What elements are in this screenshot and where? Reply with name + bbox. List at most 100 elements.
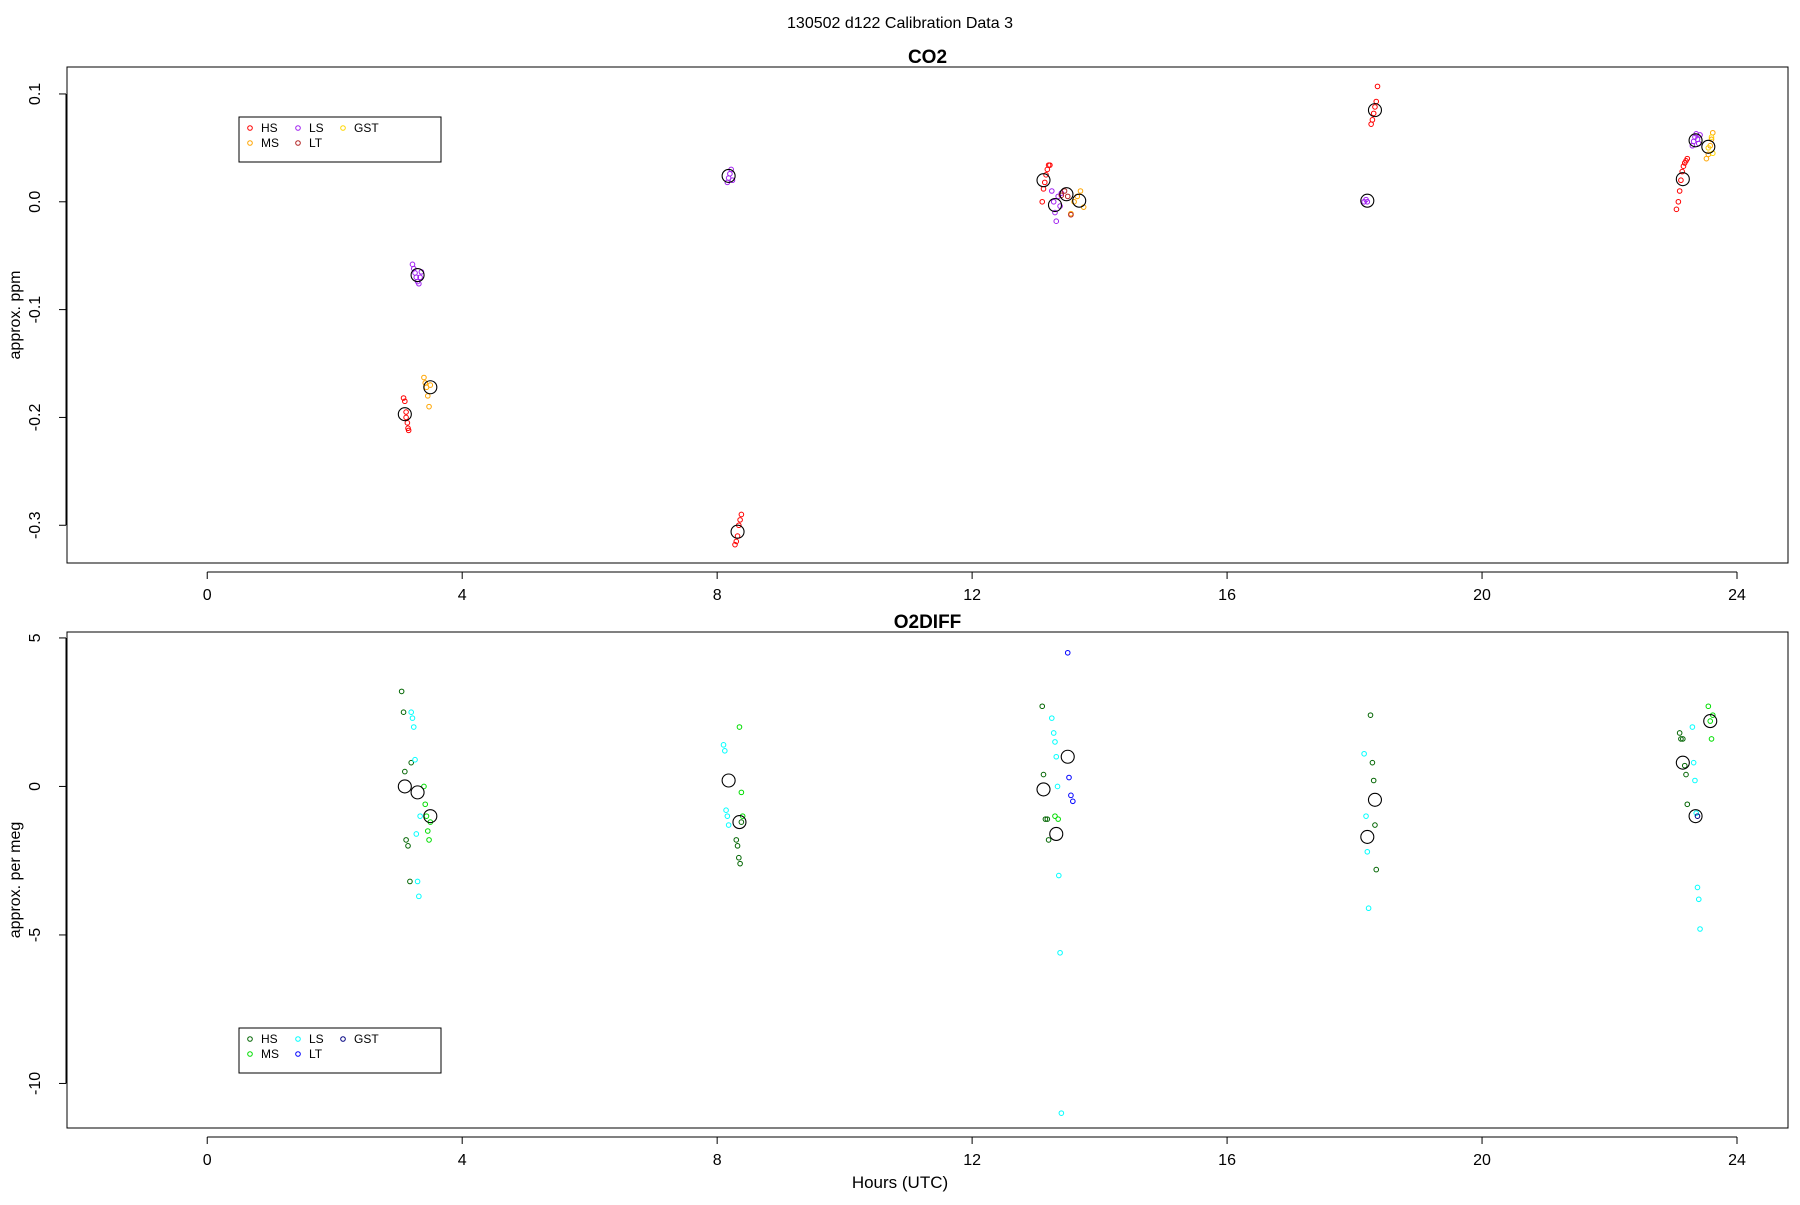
- data-point: [1064, 649, 1071, 656]
- series-hs: [398, 688, 1691, 885]
- legend-marker: [295, 125, 301, 131]
- panel-title: CO2: [908, 47, 947, 68]
- mean-marker: [1072, 193, 1087, 208]
- data-point: [1369, 117, 1376, 123]
- data-point: [1695, 896, 1702, 903]
- mean-marker: [1360, 193, 1375, 208]
- data-point: [1684, 155, 1691, 162]
- mean-marker: [397, 407, 412, 422]
- data-point: [1365, 905, 1372, 912]
- data-point: [1369, 759, 1376, 766]
- data-point: [736, 854, 742, 861]
- mean-marker: [1367, 103, 1383, 118]
- mean-marker: [1059, 187, 1074, 202]
- data-point: [1705, 703, 1712, 710]
- y-tick-label: -10: [27, 1072, 44, 1095]
- mean-marker: [732, 815, 747, 830]
- data-point: [402, 768, 408, 775]
- data-point: [417, 813, 423, 819]
- data-point: [404, 420, 411, 426]
- data-point: [398, 688, 405, 695]
- mean-marker: [1060, 749, 1075, 764]
- mean-marker: [1049, 826, 1064, 842]
- plot-frame: [66, 631, 1789, 1129]
- legend-label: LS: [309, 121, 324, 135]
- data-point: [1045, 837, 1052, 843]
- data-point: [1708, 736, 1715, 742]
- data-point: [738, 789, 745, 796]
- data-point: [1694, 884, 1701, 891]
- x-axis-label: Hours (UTC): [852, 1173, 948, 1192]
- page-title: 130502 d122 Calibration Data 3: [787, 15, 1013, 32]
- data-point: [1707, 718, 1714, 724]
- mean-marker: [1036, 782, 1051, 797]
- data-point: [1684, 801, 1691, 808]
- data-point: [403, 837, 409, 843]
- legend-label: HS: [261, 1032, 278, 1046]
- data-point: [1680, 163, 1687, 169]
- data-point: [1052, 813, 1058, 819]
- data-point: [1705, 145, 1712, 151]
- data-point: [407, 878, 413, 885]
- mean-marker: [1701, 139, 1716, 154]
- data-point: [1057, 949, 1063, 956]
- data-point: [1058, 1110, 1065, 1116]
- data-point: [1694, 813, 1701, 819]
- data-point: [421, 374, 427, 381]
- x-tick-label: 12: [963, 1152, 981, 1169]
- data-point: [1053, 753, 1060, 760]
- series-gst: [1694, 813, 1701, 819]
- x-tick-label: 20: [1473, 587, 1491, 604]
- legend-label: MS: [261, 1047, 279, 1061]
- data-point: [1054, 783, 1061, 790]
- data-point: [1372, 822, 1378, 828]
- data-point: [1077, 188, 1084, 194]
- data-point: [424, 393, 431, 399]
- data-point: [1683, 771, 1689, 778]
- data-point: [1678, 177, 1684, 184]
- data-point: [1050, 730, 1057, 736]
- mean-marker: [423, 809, 438, 824]
- data-point: [733, 538, 740, 545]
- legend-label: GST: [354, 121, 379, 135]
- data-point: [412, 756, 418, 763]
- mean-marker: [1688, 133, 1703, 148]
- data-point: [733, 837, 740, 843]
- data-point: [1039, 198, 1046, 205]
- data-point: [421, 783, 427, 790]
- data-point: [1068, 211, 1074, 218]
- y-tick-label: -0.1: [27, 296, 44, 324]
- data-point: [1697, 926, 1703, 932]
- legend-marker: [295, 1051, 301, 1057]
- panel-co2: CO2 0 4 8 12 16 20 24 -0.3 -0.2 -0.1 0.0 0.1 approx. …: [7, 47, 1789, 604]
- y-axis-label: approx. ppm: [7, 271, 24, 360]
- data-point: [736, 724, 743, 730]
- data-point: [416, 893, 422, 900]
- data-point: [1364, 848, 1371, 855]
- legend-marker: [247, 125, 253, 131]
- data-point: [1676, 188, 1683, 194]
- data-point: [1679, 168, 1685, 175]
- series-ms: [421, 703, 1716, 843]
- series-lt: [1064, 649, 1076, 805]
- legend-label: LT: [309, 1047, 323, 1061]
- y-tick-label: 5: [27, 633, 44, 642]
- data-point: [1372, 104, 1378, 110]
- mean-marker: [410, 268, 425, 283]
- data-point: [1363, 813, 1369, 819]
- data-point: [1052, 209, 1058, 216]
- data-point: [1052, 739, 1058, 745]
- series-ls: [409, 131, 1703, 287]
- x-tick-label: 0: [203, 587, 212, 604]
- data-point: [738, 819, 745, 825]
- data-point: [402, 398, 408, 405]
- data-point: [1047, 162, 1053, 168]
- mean-marker: [1675, 755, 1690, 770]
- legend-marker: [340, 1036, 346, 1042]
- data-point: [1361, 750, 1367, 757]
- data-point: [400, 395, 407, 401]
- y-tick-label: 0: [27, 782, 44, 791]
- data-point: [1055, 816, 1061, 822]
- data-point: [1064, 193, 1071, 200]
